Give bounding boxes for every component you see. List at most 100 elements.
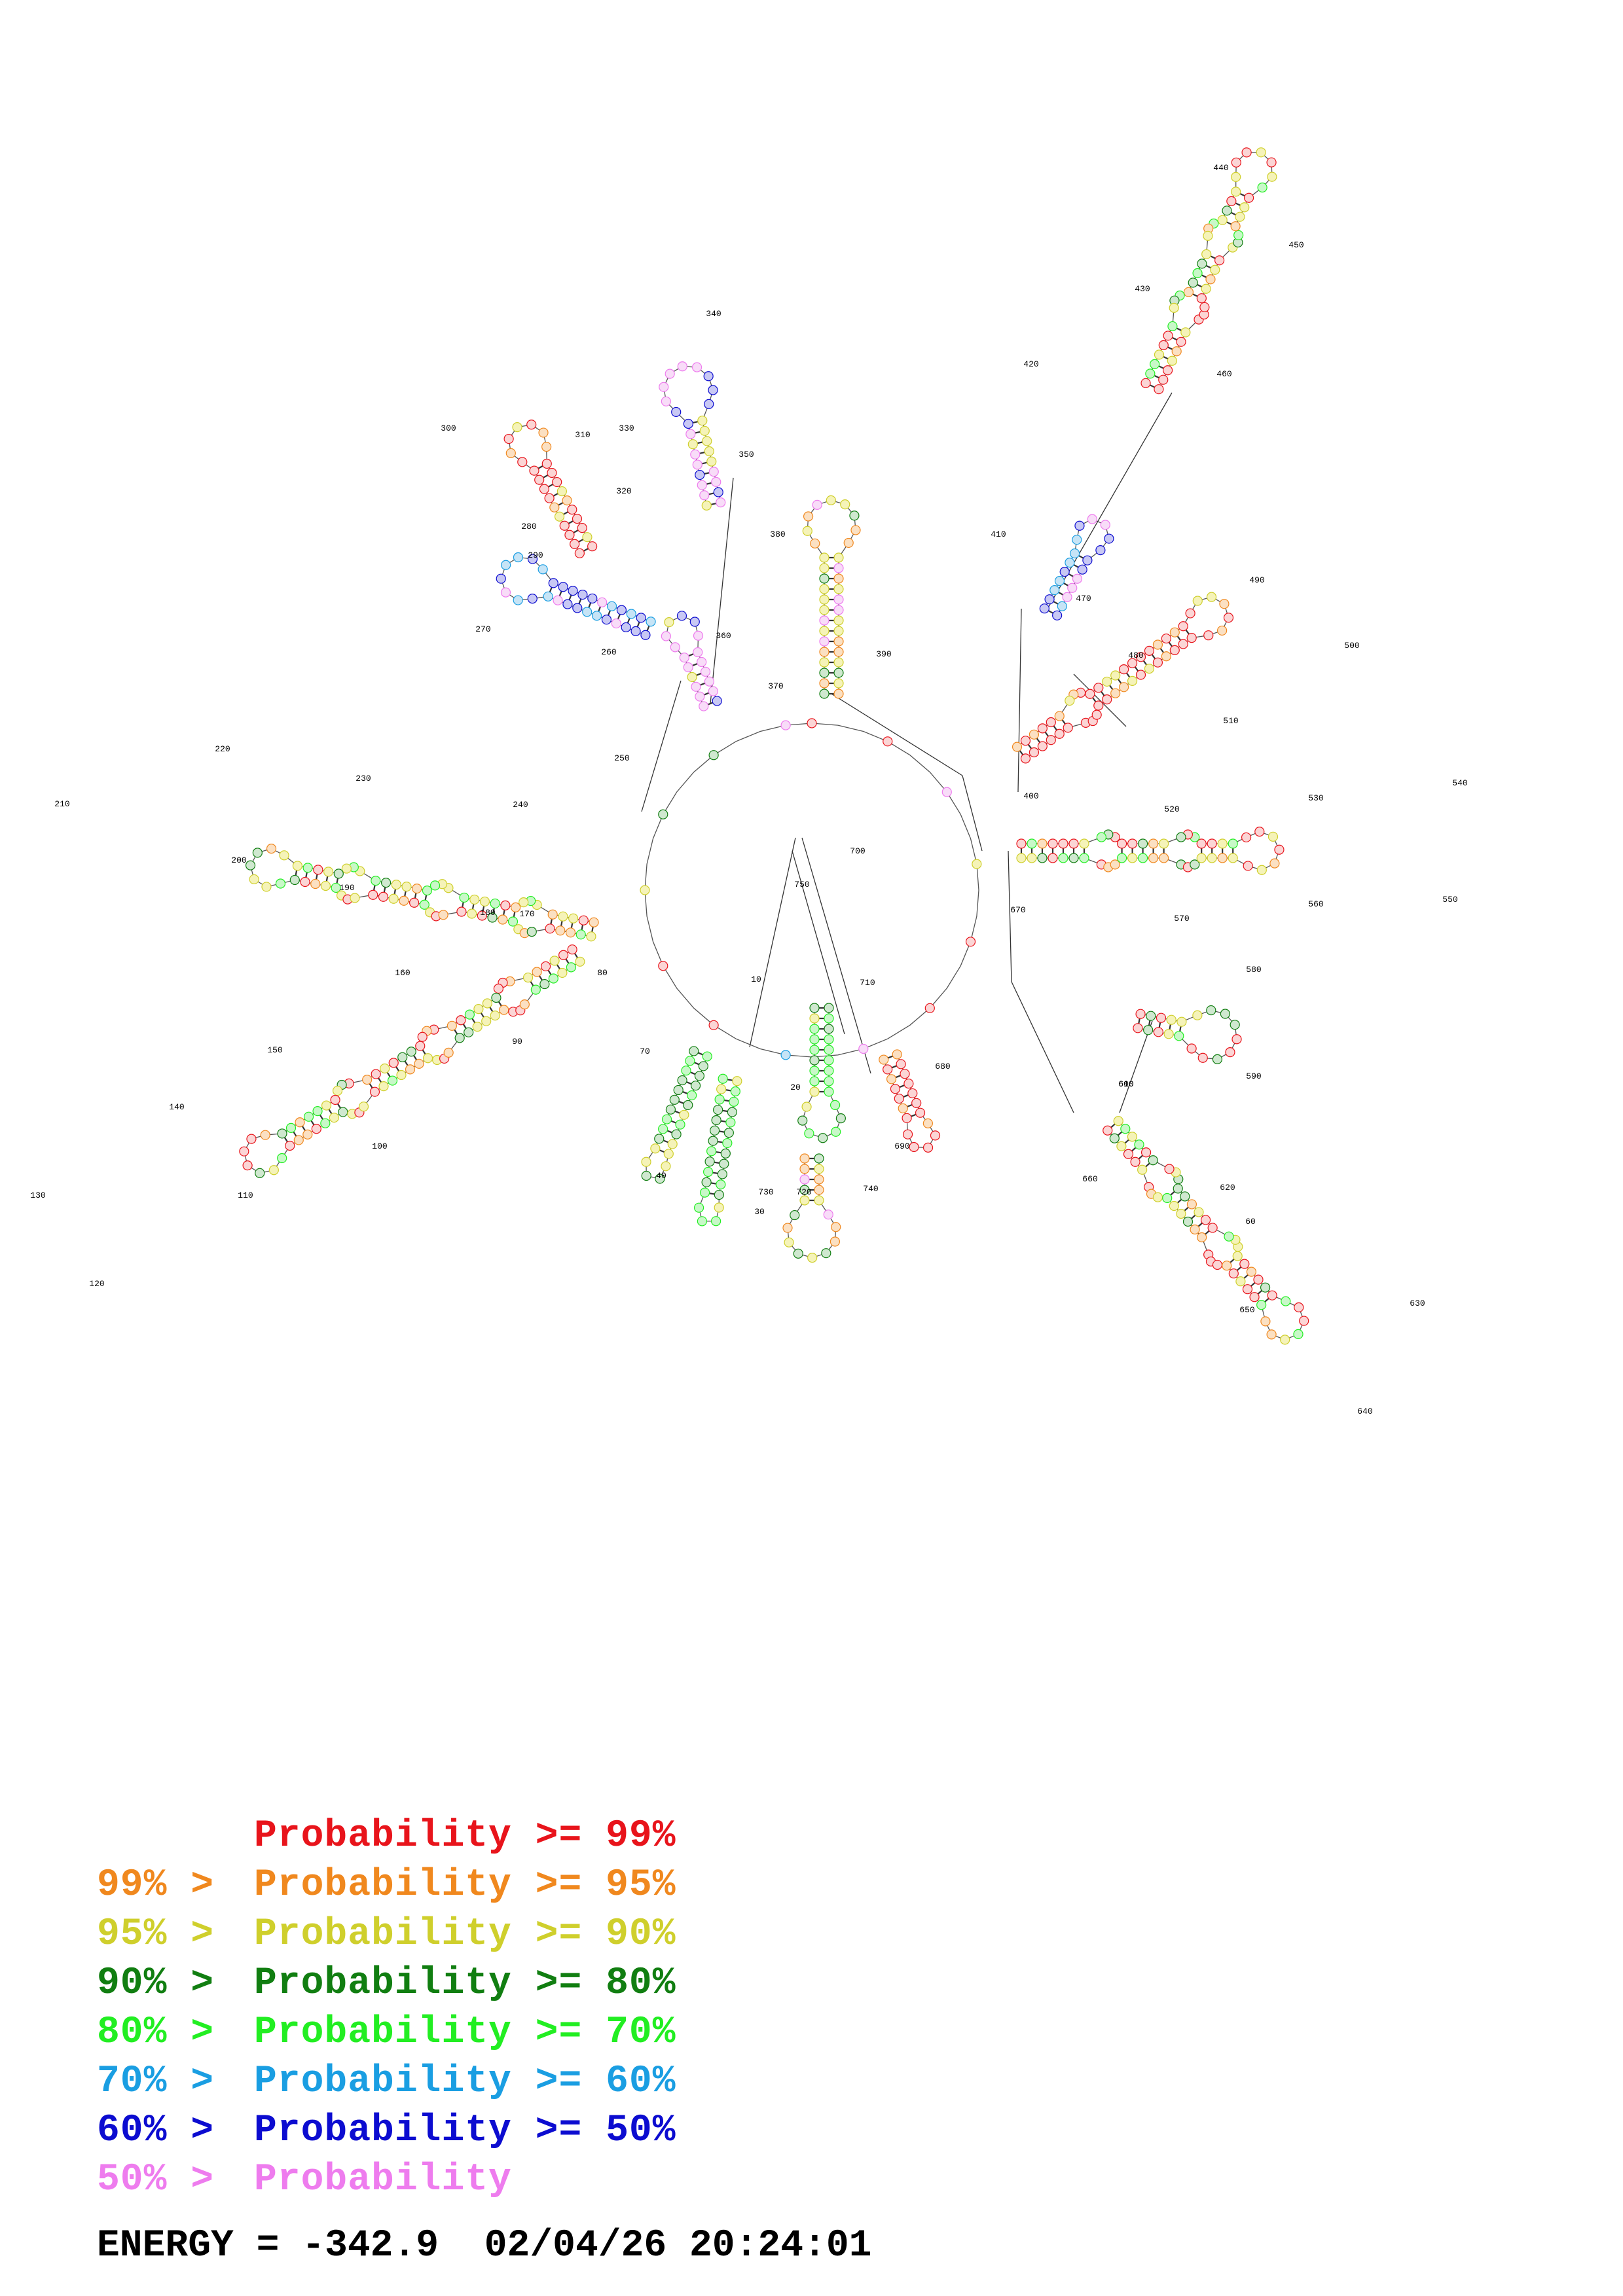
nucleotide (1241, 832, 1252, 843)
nucleotide (1037, 838, 1048, 849)
nucleotide (558, 582, 568, 592)
nucleotide (819, 584, 830, 594)
nucleotide (1166, 1014, 1176, 1025)
nucleotide (824, 1045, 834, 1055)
nucleotide (909, 1141, 919, 1153)
nucleotide (330, 1094, 340, 1105)
nucleotide (1116, 1141, 1127, 1151)
nucleotide (1127, 838, 1138, 849)
nucleotide (578, 915, 589, 925)
nucleotide (1178, 621, 1188, 632)
probability-legend: Probability >= 99% 99% > Probability >= 95… (97, 1812, 676, 2204)
nucleotide (289, 874, 300, 886)
backbone-segment (1021, 831, 1280, 870)
nucleotide (358, 1102, 369, 1112)
nucleotide (1222, 1261, 1232, 1271)
nucleotide (671, 406, 682, 418)
nucleotide (570, 539, 580, 549)
nucleotide (1127, 853, 1138, 863)
nucleotide (310, 878, 321, 889)
legend-text: Probability >= 70% (254, 2011, 676, 2054)
legend-row: 50% > Probability (97, 2155, 676, 2204)
nucleotide (883, 736, 893, 747)
legend-prefix: 70% > (97, 2060, 215, 2103)
nucleotide (1037, 723, 1048, 734)
nucleotide (831, 1126, 841, 1137)
nucleotide (1079, 838, 1089, 849)
nucleotide (708, 467, 719, 477)
nucleotide (819, 678, 830, 689)
nucleotide (819, 647, 830, 657)
nucleotide (473, 1003, 484, 1014)
position-label: 640 (1357, 1407, 1372, 1416)
nucleotide (293, 1135, 304, 1145)
nucleotide (1044, 594, 1055, 605)
nucleotide (1186, 1043, 1197, 1054)
nucleotide (1135, 652, 1146, 662)
nucleotide (1079, 853, 1089, 863)
nucleotide (717, 1169, 727, 1179)
backbone-segment (698, 1079, 738, 1222)
position-label: 480 (1128, 651, 1143, 660)
nucleotide (1182, 1216, 1194, 1227)
nucleotide (793, 1248, 803, 1259)
nucleotide (350, 893, 360, 903)
nucleotide (819, 657, 830, 668)
nucleotide (801, 1102, 812, 1112)
nucleotide (665, 368, 675, 379)
nucleotide (1133, 1023, 1143, 1033)
nucleotide (830, 1100, 841, 1110)
nucleotide (1127, 658, 1138, 668)
nucleotide (716, 497, 726, 508)
nucleotide (711, 476, 721, 487)
position-label: 210 (54, 799, 69, 809)
nucleotide (697, 416, 708, 426)
nucleotide (481, 1016, 492, 1026)
position-label: 530 (1308, 793, 1323, 803)
nucleotide (699, 490, 710, 501)
connector-line (641, 680, 682, 812)
legend-row: Probability >= 99% (97, 1812, 676, 1861)
nucleotide (712, 696, 722, 706)
position-label: 390 (876, 649, 891, 659)
nucleotide (1214, 255, 1225, 266)
position-label: 630 (1410, 1299, 1425, 1308)
nucleotide (1127, 675, 1138, 687)
nucleotide (1299, 1316, 1309, 1326)
nucleotide (729, 1096, 739, 1107)
position-label: 660 (1082, 1174, 1097, 1184)
nucleotide (675, 1119, 685, 1130)
nucleotide (1207, 853, 1217, 863)
nucleotide (1087, 514, 1097, 524)
nucleotide (803, 511, 814, 522)
position-label: 410 (991, 529, 1006, 539)
nucleotide (714, 1094, 725, 1105)
nucleotide (1249, 1292, 1260, 1302)
nucleotide (1059, 567, 1070, 577)
nucleotide (704, 446, 714, 457)
nucleotide (1192, 1010, 1203, 1020)
nucleotide (1054, 711, 1065, 721)
nucleotide (1231, 171, 1241, 182)
nucleotide (902, 1113, 912, 1123)
nucleotide (799, 1153, 810, 1164)
nucleotide (540, 961, 551, 972)
nucleotide (819, 563, 830, 573)
nucleotide (554, 511, 565, 522)
nucleotide (589, 917, 599, 927)
nucleotide (1012, 742, 1023, 752)
backbone-segment (1107, 1121, 1305, 1340)
nucleotide (548, 578, 558, 588)
legend-text: Probability >= 50% (254, 2109, 676, 2152)
nucleotide (1156, 1013, 1167, 1023)
nucleotide (1201, 249, 1212, 260)
nucleotide (701, 1177, 712, 1187)
nucleotide (1158, 838, 1169, 849)
position-label: 70 (640, 1047, 650, 1056)
nucleotide (636, 613, 646, 623)
nucleotide (1140, 378, 1151, 388)
nucleotide (692, 459, 702, 470)
nucleotide (683, 662, 693, 673)
nucleotide (1180, 327, 1191, 338)
nucleotide (685, 1056, 695, 1066)
